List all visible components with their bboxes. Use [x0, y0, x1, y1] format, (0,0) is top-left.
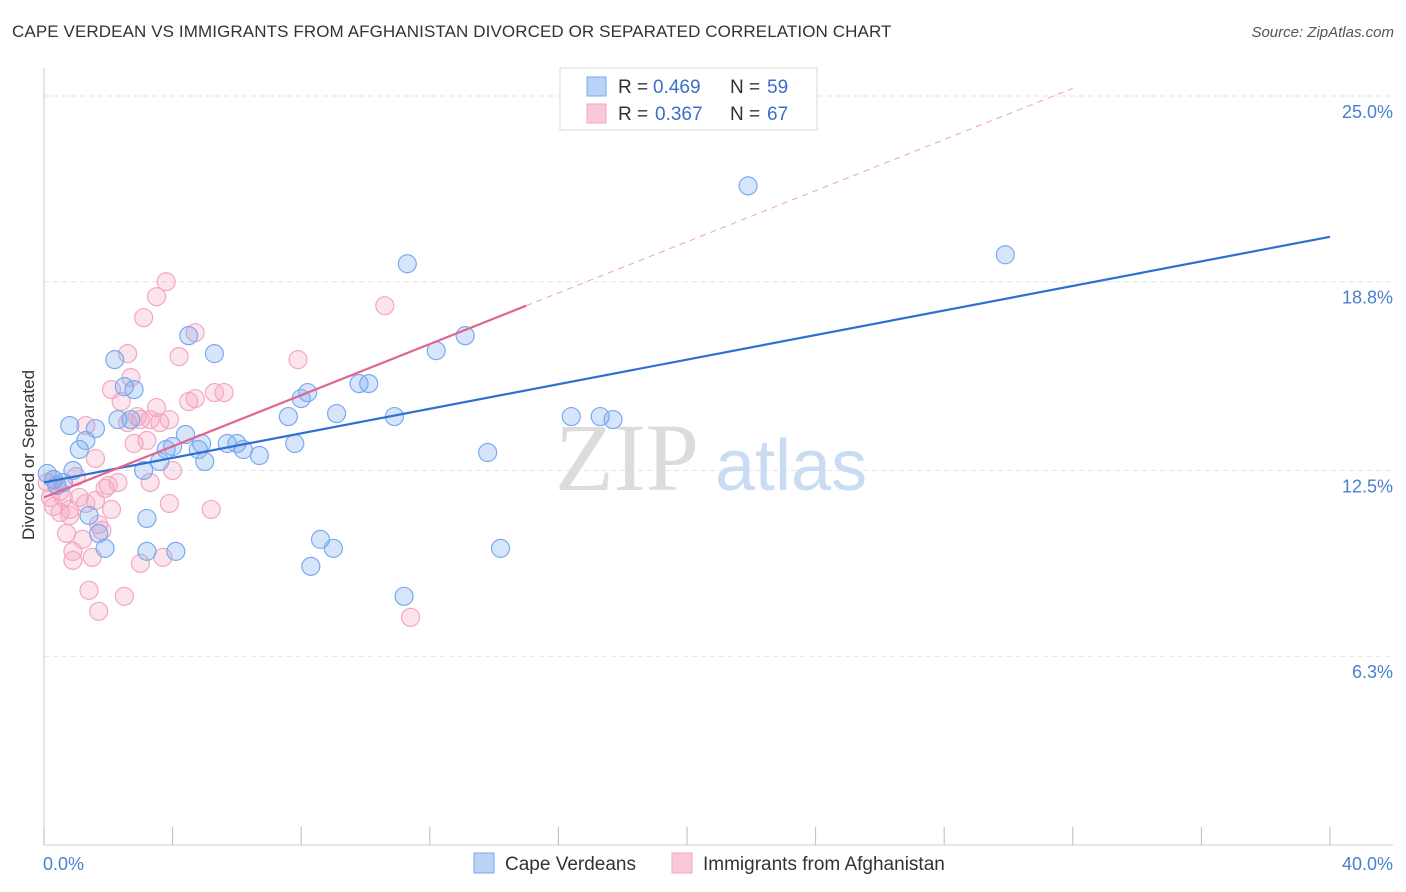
- afghanistan-point: [156, 272, 176, 292]
- cape-verdean-point: [359, 373, 379, 394]
- legend-n-value-blue: 59: [767, 77, 788, 98]
- afghanistan-point: [72, 529, 93, 549]
- source-label: Source: ZipAtlas.com: [1251, 24, 1394, 41]
- y-tick-label: 6.3%: [1352, 662, 1393, 682]
- afghanistan-point: [56, 523, 77, 544]
- cape-verdean-point: [137, 508, 157, 529]
- cape-verdean-point: [397, 254, 417, 274]
- cape-verdean-point: [134, 460, 154, 481]
- afghanistan-point: [159, 409, 179, 430]
- legend-n-label-pink: N =: [730, 104, 760, 125]
- legend-n-value-pink: 67: [767, 104, 788, 125]
- bottom-legend-swatch-pink: [671, 852, 693, 874]
- cape-verdean-point: [561, 406, 581, 427]
- afghanistan-point: [130, 409, 151, 430]
- cape-verdean-point: [60, 415, 80, 436]
- legend-swatch-blue: [586, 76, 607, 97]
- cape-verdean-point: [278, 406, 298, 427]
- afghanistan-point: [114, 586, 134, 606]
- cape-verdean-point: [249, 445, 270, 466]
- legend-swatch-pink: [586, 103, 607, 124]
- cape-verdean-point: [394, 586, 414, 606]
- afghanistan-point: [101, 499, 122, 520]
- cape-verdean-point: [285, 433, 305, 454]
- cape-verdean-point: [121, 409, 141, 430]
- bottom-legend: Cape Verdeans Immigrants from Afghanista…: [473, 852, 945, 875]
- cape-verdean-point: [166, 541, 186, 561]
- x-tick-max: 40.0%: [1342, 854, 1393, 874]
- afghanistan-point: [169, 347, 189, 367]
- y-tick-labels: 6.3% 12.5% 18.8% 25.0%: [1342, 102, 1393, 682]
- legend-r-value-pink: 0.367: [655, 104, 703, 125]
- afghanistan-point: [159, 493, 179, 514]
- afghanistan-point: [146, 287, 167, 307]
- cape-verdean-point: [95, 538, 115, 558]
- cape-verdean-point: [195, 451, 215, 472]
- afghanistan-point: [134, 308, 154, 328]
- bottom-legend-swatch-blue: [473, 852, 495, 874]
- cape-verdean-trend-line: [43, 235, 1331, 484]
- gridlines: [44, 95, 1393, 657]
- x-tick-min: 0.0%: [43, 854, 84, 874]
- cape-verdean-point: [79, 505, 99, 526]
- afghanistan-point: [130, 553, 151, 573]
- afghanistan-trend-line: [43, 304, 527, 499]
- cape-verdean-point: [85, 418, 106, 439]
- afghanistan-point: [375, 296, 395, 316]
- cape-verdean-point: [323, 538, 343, 558]
- afghanistan-point: [79, 580, 99, 600]
- y-tick-label: 12.5%: [1342, 476, 1393, 496]
- cape-verdean-point: [478, 442, 498, 463]
- afghanistan-point: [146, 397, 167, 418]
- watermark-atlas: atlas: [715, 426, 867, 506]
- axes: [43, 68, 1393, 846]
- legend-r-label-pink: R =: [618, 104, 648, 125]
- legend-r-label-blue: R =: [618, 77, 648, 98]
- afghanistan-point: [53, 487, 73, 508]
- cape-verdean-point: [738, 176, 758, 196]
- cape-verdean-point: [179, 326, 199, 346]
- series-cape-verdean-points: [37, 176, 1015, 606]
- legend-n-label-blue: N =: [730, 77, 760, 98]
- cape-verdean-point: [603, 409, 623, 430]
- cape-verdean-point: [301, 556, 321, 576]
- afghanistan-point: [400, 607, 421, 627]
- cape-verdean-point: [326, 403, 347, 424]
- afghanistan-point: [60, 505, 80, 526]
- cape-verdean-point: [490, 538, 511, 558]
- legend: R = 0.469 N = 59 R = 0.367 N = 67: [559, 67, 818, 131]
- cape-verdean-point: [137, 541, 157, 561]
- y-tick-label: 18.8%: [1342, 288, 1393, 308]
- afghanistan-point: [185, 388, 205, 409]
- cape-verdean-point: [349, 373, 369, 394]
- afghanistan-point: [204, 382, 224, 403]
- afghanistan-point: [137, 430, 157, 451]
- bottom-legend-label-cape-verdeans: Cape Verdeans: [505, 854, 636, 875]
- y-tick-label: 25.0%: [1342, 102, 1393, 122]
- afghanistan-point: [89, 601, 109, 621]
- afghanistan-point: [201, 499, 221, 520]
- afghanistan-point: [85, 448, 106, 469]
- trend-lines: [43, 87, 1331, 499]
- afghanistan-point: [140, 472, 160, 493]
- afghanistan-point: [214, 382, 234, 403]
- legend-r-value-blue: 0.469: [653, 77, 701, 98]
- cape-verdean-point: [204, 344, 224, 364]
- bottom-legend-label-afghanistan: Immigrants from Afghanistan: [703, 854, 945, 875]
- cape-verdean-point: [124, 379, 144, 400]
- afghanistan-point: [288, 350, 308, 370]
- afghanistan-point: [108, 472, 128, 493]
- chart-title: CAPE VERDEAN VS IMMIGRANTS FROM AFGHANIS…: [12, 22, 892, 41]
- cape-verdean-point: [105, 350, 125, 370]
- cape-verdean-point: [995, 245, 1015, 265]
- y-axis-label: Divorced or Separated: [19, 370, 38, 540]
- afghanistan-point: [63, 550, 83, 570]
